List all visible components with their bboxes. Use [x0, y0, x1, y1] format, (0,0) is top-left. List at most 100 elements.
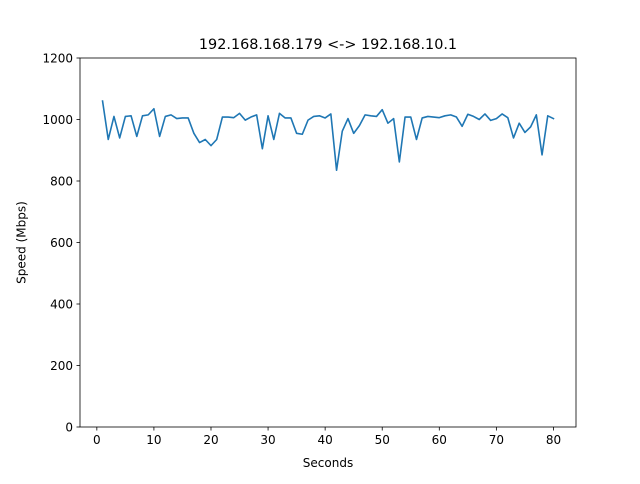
data-point [170, 114, 172, 116]
data-point [227, 116, 229, 118]
data-point [159, 136, 161, 138]
y-tick-label: 1200 [42, 51, 73, 65]
data-point [496, 118, 498, 120]
data-point [267, 115, 269, 117]
data-point [513, 137, 515, 139]
chart-title: 192.168.168.179 <-> 192.168.10.1 [199, 37, 457, 53]
data-point [239, 113, 241, 115]
data-point [490, 120, 492, 122]
data-point [518, 122, 520, 124]
data-point [433, 116, 435, 118]
x-tick-label: 80 [546, 433, 561, 447]
data-point [524, 132, 526, 134]
data-point [336, 169, 338, 171]
y-tick-label: 400 [50, 297, 73, 311]
x-tick-label: 10 [146, 433, 161, 447]
data-point [393, 118, 395, 120]
y-tick-label: 800 [50, 174, 73, 188]
data-point [439, 117, 441, 119]
data-point [547, 115, 549, 117]
data-point [473, 116, 475, 118]
data-point [404, 116, 406, 118]
axes-frame [79, 57, 577, 428]
data-point [187, 117, 189, 119]
data-point [142, 115, 144, 117]
data-point [279, 113, 281, 115]
data-point [444, 115, 446, 117]
data-point [381, 109, 383, 111]
data-point [450, 114, 452, 116]
data-point [307, 119, 309, 121]
data-point [296, 133, 298, 135]
data-point [262, 148, 264, 150]
data-point [182, 117, 184, 119]
data-point [553, 118, 555, 120]
x-tick-label: 0 [93, 433, 101, 447]
data-point [153, 108, 155, 110]
data-point [284, 117, 286, 119]
data-point [273, 139, 275, 141]
data-point [119, 137, 121, 139]
data-point [427, 116, 429, 118]
data-point [399, 161, 401, 163]
data-point [359, 125, 361, 127]
data-point [501, 113, 503, 115]
x-tick-label: 20 [203, 433, 218, 447]
series-line [101, 100, 555, 172]
data-point [507, 117, 509, 119]
data-point [136, 136, 138, 138]
data-point [541, 154, 543, 156]
data-point [204, 139, 206, 141]
data-point [530, 126, 532, 128]
data-point [165, 116, 167, 118]
data-point [256, 114, 258, 116]
data-point [456, 116, 458, 118]
data-point [536, 114, 538, 116]
data-point [244, 119, 246, 121]
y-tick-label: 0 [65, 420, 73, 434]
data-point [216, 139, 218, 141]
data-point [102, 100, 104, 102]
data-point [176, 118, 178, 120]
data-point [416, 139, 418, 141]
data-point [199, 142, 201, 144]
x-tick-label: 50 [375, 433, 390, 447]
data-point [364, 114, 366, 116]
data-point [290, 117, 292, 119]
data-point [410, 116, 412, 118]
data-point [484, 113, 486, 115]
data-point [210, 145, 212, 147]
data-point [421, 117, 423, 119]
plot-area [101, 100, 555, 172]
data-point [113, 116, 115, 118]
x-tick-label: 40 [318, 433, 333, 447]
x-axis-label: Seconds [303, 456, 353, 470]
data-point [222, 116, 224, 118]
y-axis-label: Speed (Mbps) [15, 201, 29, 284]
data-point [147, 114, 149, 116]
data-point [324, 117, 326, 119]
data-point [370, 115, 372, 117]
x-tick-label: 60 [432, 433, 447, 447]
data-point [193, 133, 195, 135]
data-point [313, 116, 315, 118]
data-point [376, 116, 378, 118]
data-point [130, 115, 132, 117]
data-point [353, 133, 355, 135]
x-tick-label: 70 [489, 433, 504, 447]
y-tick-label: 1000 [42, 113, 73, 127]
data-point [467, 113, 469, 115]
data-point [107, 139, 109, 141]
y-tick-label: 600 [50, 236, 73, 250]
data-point [250, 116, 252, 118]
data-point [302, 133, 304, 135]
data-point [478, 119, 480, 121]
data-point [125, 116, 127, 118]
data-point [233, 117, 235, 119]
data-point [347, 118, 349, 120]
data-point [341, 130, 343, 132]
